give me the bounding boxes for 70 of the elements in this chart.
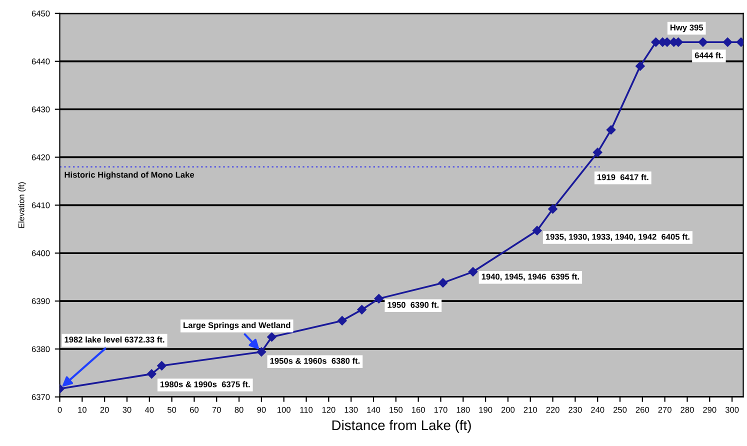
x-tick-label: 120 [322,406,336,413]
annotation: 1950 6390 ft. [388,302,439,308]
x-tick-label: 10 [78,406,86,413]
point [267,332,276,342]
x-tick-label: 210 [524,406,537,413]
y-tick-label: 6420 [32,154,50,160]
point [548,204,558,214]
x-tick-label: 190 [479,406,492,413]
point [532,226,542,236]
point [592,148,602,158]
x-axis-title: Distance from Lake (ft) [332,420,471,433]
annotation: Large Springs and Wetland [184,322,290,330]
x-tick-label: 280 [680,406,694,413]
y-tick-label: 6400 [32,250,50,256]
annotation: 1940, 1945, 1946 6395 ft. [482,273,579,281]
x-tick-label: 270 [658,406,672,413]
y-tick-label: 6410 [32,202,50,208]
y-tick-label: 6450 [32,10,50,16]
y-tick-label: 6380 [32,346,50,352]
y-tick-label: 6440 [32,58,50,64]
x-tick-label: 70 [212,406,221,413]
point [438,278,448,288]
point [338,316,347,326]
point [357,305,366,314]
ref-line-label: Historic Highstand of Mono Lake [64,172,194,180]
x-tick-label: 290 [703,406,716,413]
y-axis-title: Elevation (ft) [18,182,26,228]
annotation: 1982 lake level 6372.33 ft. [64,336,164,343]
x-tick-label: 20 [100,406,109,413]
x-tick-label: 260 [636,406,650,413]
annotation: 1919 6417 ft. [597,174,648,180]
x-tick-label: 170 [434,406,448,413]
point [698,38,708,47]
annotation: 1935, 1930, 1933, 1940, 1942 6405 ft. [546,234,690,241]
x-tick-label: 80 [234,406,244,413]
point [147,369,156,379]
x-tick-label: 300 [725,406,739,413]
point [722,38,732,47]
point [636,61,645,71]
x-tick-label: 180 [456,406,470,413]
point [468,267,478,276]
x-tick-label: 130 [344,406,358,413]
x-tick-label: 140 [367,406,380,413]
point [651,38,660,47]
x-tick-label: 220 [546,406,560,413]
x-tick-label: 110 [300,406,313,413]
x-tick-label: 160 [412,406,425,413]
x-tick-label: 240 [591,406,604,413]
y-tick-label: 6370 [32,394,50,400]
y-tick-label: 6430 [32,106,50,112]
x-tick-label: 50 [168,406,176,413]
x-tick-label: 200 [501,406,515,413]
x-tick-label: 150 [390,406,403,413]
x-tick-label: 250 [613,406,627,413]
point [606,125,616,135]
annotation: 1950s & 1960s 6380 ft. [270,358,360,364]
x-tick-label: 90 [257,406,266,413]
x-tick-label: 30 [122,406,132,413]
annotation: Hwy 395 [670,24,704,32]
y-tick-label: 6390 [32,298,50,304]
annotation: 6444 ft. [694,52,723,58]
point [157,361,166,370]
point [374,294,384,304]
x-tick-label: 0 [58,406,62,413]
annotation: 1980s & 1990s 6375 ft. [160,381,250,388]
x-tick-label: 40 [144,406,154,413]
x-tick-label: 60 [190,406,199,413]
x-tick-label: 230 [568,406,582,413]
x-tick-label: 100 [278,406,290,413]
point [256,347,266,356]
